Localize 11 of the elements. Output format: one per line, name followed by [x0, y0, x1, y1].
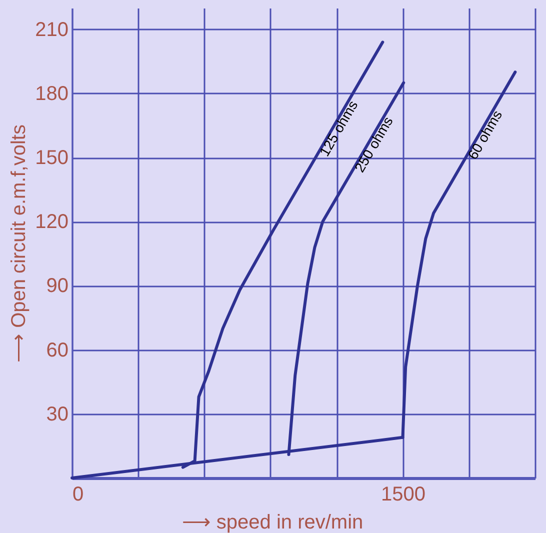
y-tick-label: 180 — [35, 82, 68, 105]
x-tick-label: 1500 — [380, 484, 426, 506]
x-tick-label: 0 — [72, 484, 84, 506]
x-axis-title: ⟶ speed in rev/min — [182, 512, 364, 533]
y-tick-label: 30 — [46, 403, 68, 426]
y-axis-title: ⟶ Open circuit e.m.f,volts — [8, 124, 30, 362]
y-tick-label: 60 — [46, 339, 68, 362]
y-tick-label: 120 — [35, 211, 68, 234]
y-tick-label: 150 — [35, 147, 68, 170]
y-tick-label: 210 — [35, 18, 68, 41]
y-tick-label: 90 — [46, 275, 68, 298]
